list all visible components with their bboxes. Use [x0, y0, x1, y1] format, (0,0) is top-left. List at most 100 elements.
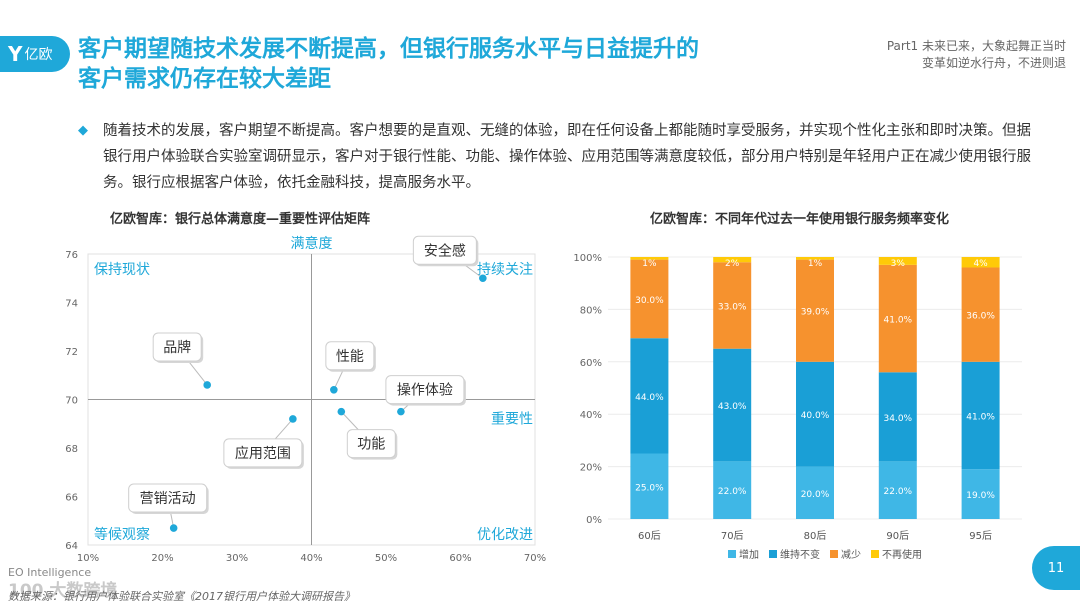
quadrant-top-right: 持续关注 [477, 261, 533, 278]
page-number: 11 [1032, 546, 1080, 590]
legend-label: 减少 [841, 549, 861, 561]
legend-swatch [871, 550, 879, 558]
footer-source: 数据来源：银行用户体验联合实验室《2017银行用户体验大调研报告》 [8, 590, 355, 603]
bullet-paragraph: ◆ 随着技术的发展，客户期望不断提高。客户想要的是直观、无缝的体验，即在任何设备… [78, 118, 1038, 196]
x-tick-label: 95后 [969, 530, 992, 542]
scatter-point [479, 274, 487, 283]
callout-box [412, 235, 477, 265]
callout-box [325, 341, 375, 371]
y-tick-label: 66 [65, 493, 78, 504]
scatter-chart-title: 亿欧智库：银行总体满意度—重要性评估矩阵 [110, 212, 371, 227]
bar-segment [878, 461, 917, 519]
quadrant-top-left: 保持现状 [94, 262, 150, 278]
logo-text: 亿欧 [24, 47, 53, 63]
x-tick-label: 20% [151, 553, 173, 564]
y-tick-label: 70 [65, 396, 78, 407]
stacked-bar-chart: 0% 20% 40% 60% 80% 100% 25.0% 44.0% 30.0% 1% 60后 22… [573, 253, 1022, 561]
bar-value-label: 19.0% [966, 491, 995, 501]
point-label: 应用范围 [235, 445, 291, 462]
section-subtitle: Part1 未来已来，大象起舞正当时 变革如逆水行舟，不进则退 [836, 38, 1066, 72]
y-tick-label: 80% [580, 305, 602, 316]
y-tick-label: 76 [65, 250, 78, 261]
point-label: 营销活动 [140, 491, 196, 507]
legend-swatch [769, 550, 777, 558]
bar-value-label: 22.0% [884, 487, 913, 497]
bar-segment [630, 259, 669, 339]
bar-segment [630, 338, 669, 454]
bar-segment [961, 361, 1000, 470]
point-label: 品牌 [163, 339, 191, 356]
x-tick-label: 10% [77, 553, 99, 564]
scatter-point [169, 524, 178, 532]
y-tick-label: 40% [580, 410, 602, 421]
logo-mark: Y [8, 42, 23, 66]
bar-value-label: 41.0% [884, 316, 913, 326]
callout-box [223, 438, 303, 468]
x-tick-label: 50% [375, 553, 397, 564]
x-tick-label: 40% [300, 553, 322, 564]
y-tick-label: 64 [65, 541, 78, 552]
bar-segment [713, 257, 752, 263]
bar-segment [796, 361, 834, 467]
bar-value-label: 22.0% [718, 487, 747, 497]
callout-box [152, 332, 202, 362]
scatter-point [203, 381, 211, 389]
y-tick-label: 68 [65, 444, 78, 455]
quadrant-bottom-left: 等候观察 [94, 526, 150, 543]
bar-segment [878, 264, 917, 373]
y-tick-label: 72 [65, 347, 78, 358]
bar-value-label: 2% [725, 259, 740, 269]
page-title-line2: 客户需求仍存在较大差距 [78, 66, 331, 92]
quadrant-bottom-right: 优化改进 [477, 527, 533, 543]
bar-value-label: 33.0% [718, 302, 747, 312]
scatter-point [330, 386, 338, 394]
bar-segment [796, 466, 834, 519]
legend-swatch [830, 550, 838, 558]
legend-label: 不再使用 [882, 548, 922, 561]
callout-box [346, 429, 396, 459]
y-axis-title: 满意度 [291, 235, 333, 252]
bullet-text: 随着技术的发展，客户期望不断提高。客户想要的是直观、无缝的体验，即在任何设备上都… [103, 123, 1031, 191]
legend-swatch [728, 550, 736, 558]
bar-value-label: 1% [642, 259, 657, 269]
x-axis-title: 重要性 [491, 412, 533, 428]
brand-logo: Y 亿欧 [0, 36, 70, 72]
bar-segment [713, 262, 752, 349]
diamond-icon: ◆ [78, 123, 88, 138]
legend-label: 维持不变 [780, 548, 820, 561]
footer-watermark: 100 大数跨境 [8, 581, 118, 601]
scatter-point [337, 407, 346, 416]
legend-label: 增加 [739, 548, 759, 561]
point-label: 操作体验 [397, 383, 453, 399]
bar-segment [961, 267, 1000, 362]
y-tick-label: 20% [580, 463, 602, 474]
bar-value-label: 34.0% [884, 414, 913, 424]
bar-value-label: 30.0% [635, 296, 664, 306]
x-tick-label: 60后 [638, 530, 661, 542]
bar-segment [961, 469, 1000, 519]
footer-brand: EO Intelligence [8, 566, 92, 579]
scatter-point [397, 407, 405, 416]
scatter-point [289, 415, 297, 423]
bar-value-label: 1% [808, 259, 823, 269]
bar-value-label: 39.0% [801, 308, 830, 318]
scatter-chart: 10% 20% 30% 40% 50% 60% 70% 64 66 68 70 72 74 76 满意度重要… [65, 235, 546, 564]
bar-value-label: 20.0% [801, 490, 830, 500]
x-tick-label: 60% [449, 553, 471, 564]
y-tick-label: 60% [580, 358, 602, 369]
page-title-line1: 客户期望随技术发展不断提高，但银行服务水平与日益提升的 [78, 36, 699, 62]
subtitle-line1: Part1 未来已来，大象起舞正当时 [886, 39, 1066, 53]
x-tick-label: 90后 [886, 530, 909, 542]
callout-box [128, 483, 208, 513]
bar-segment [630, 453, 669, 519]
x-tick-label: 30% [226, 553, 248, 564]
callout-box [385, 375, 465, 405]
bar-segment [878, 372, 917, 462]
subtitle-line2: 变革如逆水行舟，不进则退 [921, 56, 1066, 70]
bar-segment [796, 257, 834, 260]
bar-value-label: 3% [891, 259, 906, 269]
x-tick-label: 80后 [804, 530, 827, 542]
point-label: 安全感 [424, 242, 466, 259]
bar-segment [630, 257, 669, 260]
page-title: 客户期望随技术发展不断提高，但银行服务水平与日益提升的 客户需求仍存在较大差距 [78, 34, 838, 94]
